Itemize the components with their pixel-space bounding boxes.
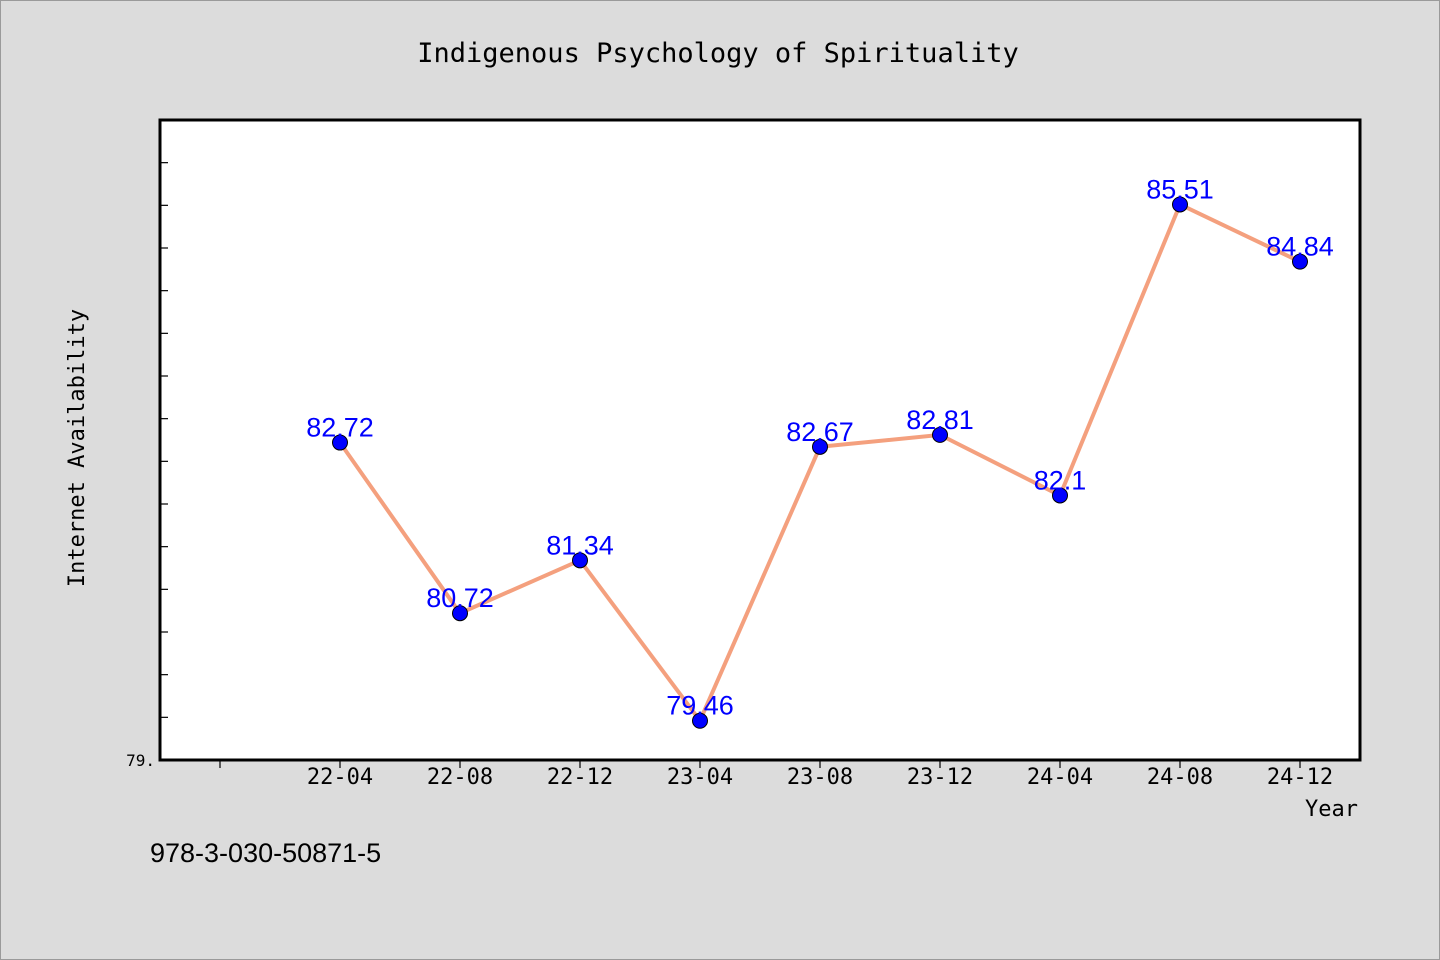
plot-area (158, 118, 1362, 762)
x-tick-label: 22-04 (307, 765, 373, 790)
data-point (1052, 487, 1068, 504)
data-label: 79.46 (666, 691, 734, 721)
data-label: 81.34 (546, 530, 614, 560)
data-label: 80.72 (426, 583, 494, 613)
data-point (932, 426, 948, 443)
x-tick-label: 22-08 (427, 765, 493, 790)
y-tick-label: 79. (126, 751, 155, 770)
x-tick-label: 24-12 (1267, 765, 1333, 790)
data-label: 85.51 (1146, 174, 1214, 204)
data-label: 84.84 (1266, 232, 1334, 262)
data-label: 82.1 (1034, 465, 1087, 495)
data-point (1292, 253, 1308, 270)
data-label: 82.81 (906, 405, 974, 435)
x-tick-label: 24-04 (1027, 765, 1093, 790)
chart-title: Indigenous Psychology of Spirituality (417, 38, 1018, 69)
y-axis-label: Internet Availability (65, 309, 90, 587)
x-axis-label: Year (1305, 797, 1358, 822)
isbn-text: 978-3-030-50871-5 (150, 838, 381, 868)
data-label: 82.67 (786, 417, 854, 447)
series-group: 82.72 80.72 81.34 79.46 82.67 82.81 82.1 85.51 8… (306, 174, 1334, 729)
data-point (692, 712, 708, 729)
y-axis-ticks (160, 119, 168, 761)
x-tick-label: 23-12 (907, 765, 973, 790)
data-label: 82.72 (306, 413, 374, 443)
x-tick-label: 23-04 (667, 765, 733, 790)
x-axis-ticks: 22-04 22-08 22-12 23-04 23-08 23-12 24-04 24-08… (219, 760, 1333, 790)
data-point (812, 438, 828, 455)
data-point (452, 605, 468, 622)
x-tick-label: 24-08 (1147, 765, 1213, 790)
x-tick-label: 23-08 (787, 765, 853, 790)
x-tick-label: 22-12 (547, 765, 613, 790)
data-point (572, 552, 588, 569)
data-point (332, 434, 348, 451)
data-point (1172, 196, 1188, 213)
